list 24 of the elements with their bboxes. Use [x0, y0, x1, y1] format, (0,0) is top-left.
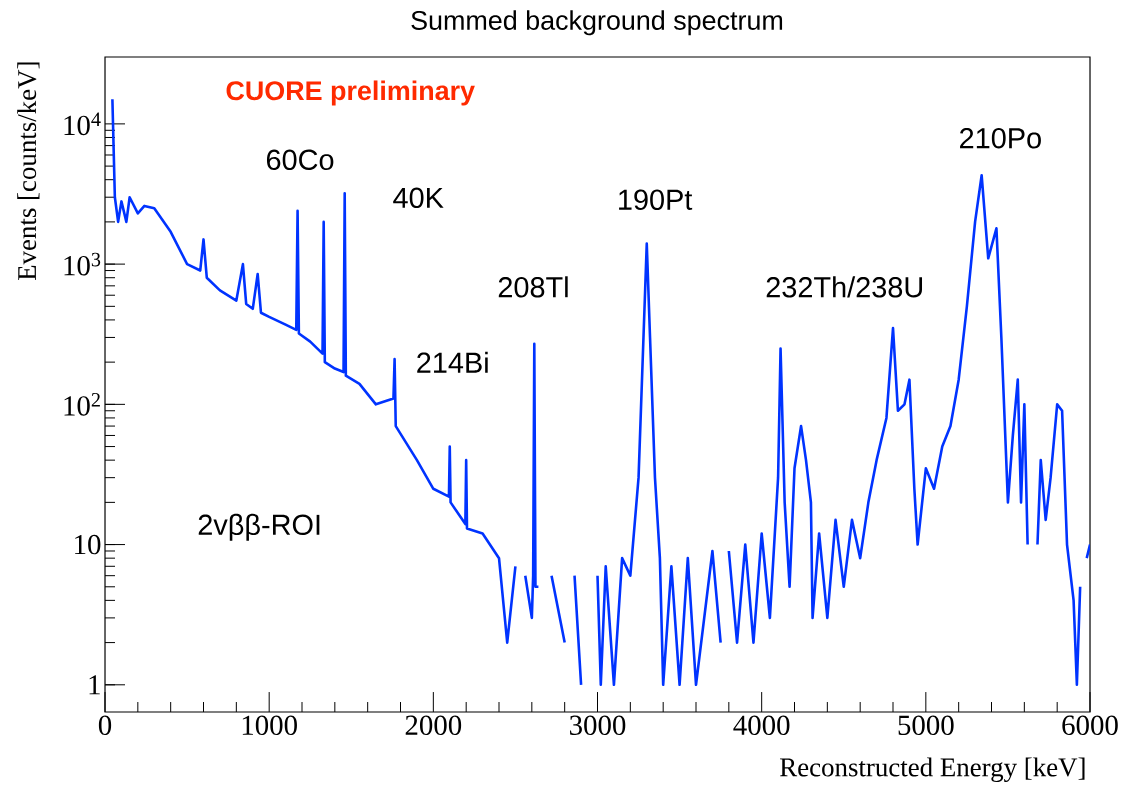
annotation: 210Po: [960, 127, 1041, 149]
y-tick-label: 1: [89, 675, 100, 695]
x-tick-label: 2000: [405, 715, 462, 735]
annotation: 232Th/238U: [766, 276, 923, 298]
annotation: 60Co: [266, 149, 334, 171]
annotation: 208Tl: [498, 276, 568, 298]
x-tick-label: 1000: [242, 715, 297, 735]
y-tick-label: 10$^{3}$: [64, 252, 101, 276]
annotation: CUORE preliminary: [226, 80, 475, 106]
x-tick-label: 3000: [569, 715, 626, 735]
x-axis-title: Reconstructed Energy [keV]: [780, 757, 1085, 782]
y-tick-label: 10: [75, 534, 101, 555]
x-tick-label: 4000: [733, 715, 790, 735]
x-tick-label: 5000: [898, 715, 954, 735]
annotation: 190Pt: [619, 189, 693, 210]
y-tick-label: 10$^{4}$: [64, 112, 101, 136]
y-tick-label: 10$^{2}$: [64, 393, 100, 416]
annotation: 40K: [393, 187, 444, 209]
x-tick-label: 0: [98, 715, 112, 735]
annotation: 2vββ-ROI: [198, 513, 320, 541]
annotation: 214Bi: [417, 351, 488, 373]
chart-title: Summed background spectrum: [411, 10, 783, 36]
x-tick-label: 6000: [1062, 715, 1118, 735]
y-axis-title: Events [counts/keV]: [17, 62, 40, 281]
